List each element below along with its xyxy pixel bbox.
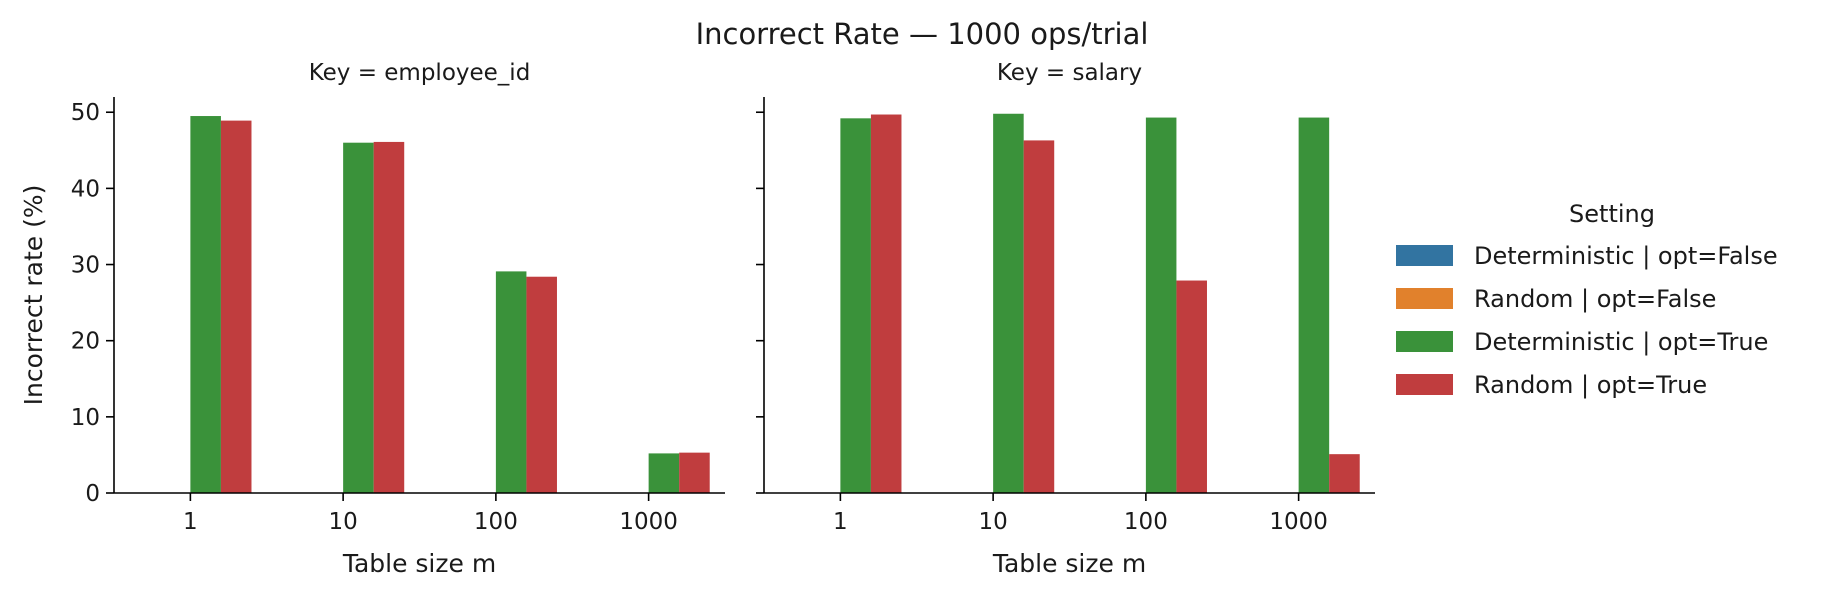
bar: [679, 452, 710, 493]
x-tick-label: 1: [833, 509, 848, 535]
y-axis-label: Incorrect rate (%): [19, 185, 48, 406]
bar: [526, 276, 557, 493]
bar: [190, 116, 221, 493]
bar: [220, 120, 252, 494]
bar: [870, 114, 902, 494]
x-tick-label: 10: [978, 509, 1007, 535]
legend-label: Deterministic | opt=True: [1474, 328, 1768, 356]
bar: [1145, 117, 1177, 493]
legend-item: Deterministic | opt=True: [1396, 328, 1768, 356]
bar: [840, 118, 871, 493]
legend-item: Random | opt=False: [1396, 285, 1716, 313]
bar: [343, 142, 374, 493]
legend-item: Random | opt=True: [1396, 371, 1707, 399]
legend: Setting Deterministic | opt=False Random |…: [1396, 200, 1778, 399]
legend-label: Random | opt=False: [1474, 285, 1716, 313]
x-axis-label: Table size m: [342, 549, 496, 578]
x-tick-label: 10: [328, 509, 357, 535]
bar: [1329, 454, 1360, 493]
legend-swatch: [1396, 331, 1453, 352]
facet-panel: Key = salary 1 10 100 1000 Table size m: [756, 60, 1375, 578]
bar: [1298, 117, 1330, 493]
bar: [373, 141, 405, 493]
x-tick-label: 1000: [1269, 509, 1328, 535]
bar: [495, 271, 527, 493]
legend-swatch: [1396, 288, 1453, 309]
bars: [840, 113, 1360, 494]
legend-label: Random | opt=True: [1474, 371, 1707, 399]
facets: Key = employee_id 0 10 20 30 40 50 1 10 100 1000 Ta…: [19, 60, 1375, 578]
legend-swatch: [1396, 245, 1453, 266]
bar: [648, 453, 680, 493]
y-tick-label: 30: [71, 253, 100, 279]
chart-title: Incorrect Rate — 1000 ops/trial: [696, 17, 1149, 51]
facet-panel: Key = employee_id 0 10 20 30 40 50 1 10 100 1000 Ta…: [71, 60, 725, 578]
x-tick-label: 1000: [619, 509, 678, 535]
legend-label: Deterministic | opt=False: [1474, 242, 1778, 270]
y-tick-label: 50: [71, 100, 100, 126]
x-axis-label: Table size m: [992, 549, 1146, 578]
legend-swatch: [1396, 374, 1453, 395]
facet-title: Key = employee_id: [309, 60, 531, 86]
bar: [993, 113, 1024, 493]
x-tick-label: 100: [474, 509, 518, 535]
x-tick-label: 1: [183, 509, 198, 535]
facet-title: Key = salary: [997, 60, 1142, 86]
bar: [1176, 280, 1207, 493]
legend-item: Deterministic | opt=False: [1396, 242, 1778, 270]
y-tick-label: 0: [85, 481, 100, 507]
bar: [1023, 140, 1055, 493]
x-tick-label: 100: [1124, 509, 1168, 535]
y-tick-label: 40: [71, 176, 100, 202]
bars: [190, 116, 710, 494]
y-tick-label: 10: [71, 405, 100, 431]
legend-title: Setting: [1569, 200, 1655, 228]
y-tick-label: 20: [71, 329, 100, 355]
